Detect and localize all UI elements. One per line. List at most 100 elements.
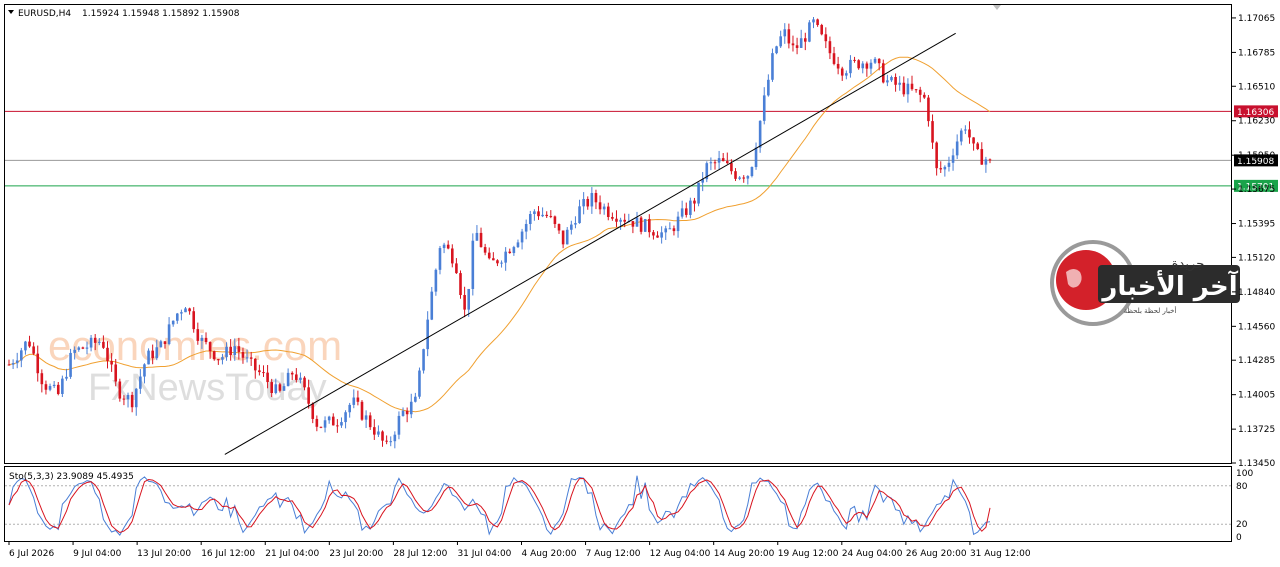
candle-body bbox=[217, 359, 220, 361]
candle-body bbox=[151, 350, 154, 359]
shift-marker-icon[interactable] bbox=[993, 5, 1001, 10]
stochastic-panel bbox=[4, 466, 1232, 542]
candle-body bbox=[771, 53, 774, 80]
candle-body bbox=[799, 38, 803, 48]
candle-body bbox=[249, 357, 253, 359]
candle-body bbox=[619, 219, 622, 222]
candle-body bbox=[541, 214, 544, 217]
stochastic-label: Sto(5,3,3) 23.9089 45.4935 bbox=[9, 472, 134, 482]
candle-body bbox=[307, 387, 310, 404]
candle-body bbox=[972, 137, 975, 144]
candle-body bbox=[89, 337, 93, 348]
candle-body bbox=[832, 53, 836, 64]
candle-body bbox=[373, 427, 376, 435]
candle-body bbox=[331, 416, 335, 426]
price-tick-label: 1.14560 bbox=[1238, 322, 1275, 332]
candle-body bbox=[857, 60, 860, 69]
current-level-tag bbox=[1234, 154, 1278, 167]
candle-body bbox=[65, 376, 68, 379]
candle-body bbox=[459, 273, 462, 296]
candle-body bbox=[93, 337, 97, 343]
candle-body bbox=[795, 45, 799, 48]
time-tick-label: 16 Jul 12:00 bbox=[201, 549, 255, 559]
candle-body bbox=[578, 206, 581, 224]
candle-body bbox=[779, 36, 782, 47]
candle-body bbox=[204, 337, 208, 343]
price-tick-label: 1.15950 bbox=[1238, 151, 1275, 161]
candle-body bbox=[356, 397, 360, 402]
logo-sub-text: أخبار لحظة بلحظة bbox=[1124, 306, 1177, 315]
candle-body bbox=[336, 425, 339, 427]
candle-body bbox=[32, 346, 35, 354]
time-tick-label: 4 Aug 20:00 bbox=[522, 549, 577, 559]
candle-body bbox=[290, 372, 294, 375]
candle-body bbox=[947, 162, 951, 167]
candle-body bbox=[869, 62, 873, 69]
stochastic-level-label: 20 bbox=[1236, 520, 1248, 530]
candle-body bbox=[15, 360, 19, 364]
candle-body bbox=[783, 29, 787, 37]
candle-body bbox=[586, 198, 590, 207]
candle-body bbox=[561, 230, 565, 245]
candle-body bbox=[20, 350, 23, 361]
ohlc-values: 1.15924 1.15948 1.15892 1.15908 bbox=[82, 9, 240, 19]
candle-body bbox=[430, 291, 434, 320]
candle-body bbox=[508, 251, 512, 254]
candle-body bbox=[471, 240, 475, 289]
time-axis: 6 Jul 2026 9 Jul 04:00 13 Jul 20:00 16 Jul … bbox=[8, 541, 1031, 559]
candle-body bbox=[504, 251, 507, 263]
candle-body bbox=[44, 384, 48, 390]
candle-body bbox=[496, 260, 499, 264]
candle-body bbox=[438, 248, 442, 270]
candle-body bbox=[758, 120, 762, 148]
candle-body bbox=[344, 412, 347, 423]
candle-body bbox=[315, 418, 319, 427]
candle-body bbox=[467, 288, 471, 310]
price-tick-label: 1.14285 bbox=[1238, 356, 1275, 366]
candle-body bbox=[582, 198, 585, 207]
candle-body bbox=[767, 79, 770, 96]
candle-body bbox=[955, 141, 959, 156]
candle-body bbox=[319, 426, 323, 428]
candle-body bbox=[742, 177, 746, 179]
candle-body bbox=[680, 208, 684, 217]
candle-body bbox=[270, 382, 273, 394]
candles bbox=[7, 16, 992, 449]
candle-body bbox=[126, 394, 130, 400]
candle-body bbox=[672, 228, 676, 232]
time-tick-label: 6 Jul 2026 bbox=[9, 549, 54, 559]
candle-body bbox=[381, 431, 384, 441]
candle-body bbox=[278, 384, 282, 391]
candle-body bbox=[364, 415, 368, 420]
current-level-label: 1.15908 bbox=[1237, 157, 1274, 167]
candle-body bbox=[303, 377, 306, 388]
support-trendline bbox=[224, 32, 956, 455]
watermark: economies.com FxNewsToday bbox=[48, 322, 342, 409]
candle-body bbox=[262, 372, 265, 374]
candle-body bbox=[221, 357, 224, 360]
candle-body bbox=[943, 166, 947, 170]
candle-body bbox=[988, 159, 992, 161]
candle-body bbox=[980, 149, 984, 165]
candle-body bbox=[475, 232, 479, 241]
candle-body bbox=[139, 376, 142, 389]
candle-body bbox=[130, 394, 134, 408]
candle-body bbox=[565, 229, 569, 245]
candle-body bbox=[266, 372, 269, 383]
candle-body bbox=[820, 24, 824, 35]
candle-body bbox=[877, 58, 881, 64]
candle-body bbox=[282, 386, 286, 391]
stochastic-signal-line bbox=[8, 477, 991, 534]
candle-body bbox=[881, 63, 885, 83]
candle-body bbox=[824, 34, 828, 42]
time-tick-label: 24 Aug 04:00 bbox=[842, 549, 903, 559]
candle-body bbox=[295, 374, 298, 380]
candle-body bbox=[750, 167, 754, 177]
candle-body bbox=[697, 182, 700, 204]
candle-body bbox=[512, 247, 516, 254]
collapse-triangle-icon[interactable] bbox=[8, 10, 14, 14]
price-tick-label: 1.13725 bbox=[1238, 425, 1275, 435]
logo-main-text: آخر الأخبار bbox=[1100, 270, 1238, 302]
candle-body bbox=[414, 396, 417, 402]
candle-body bbox=[385, 440, 388, 442]
